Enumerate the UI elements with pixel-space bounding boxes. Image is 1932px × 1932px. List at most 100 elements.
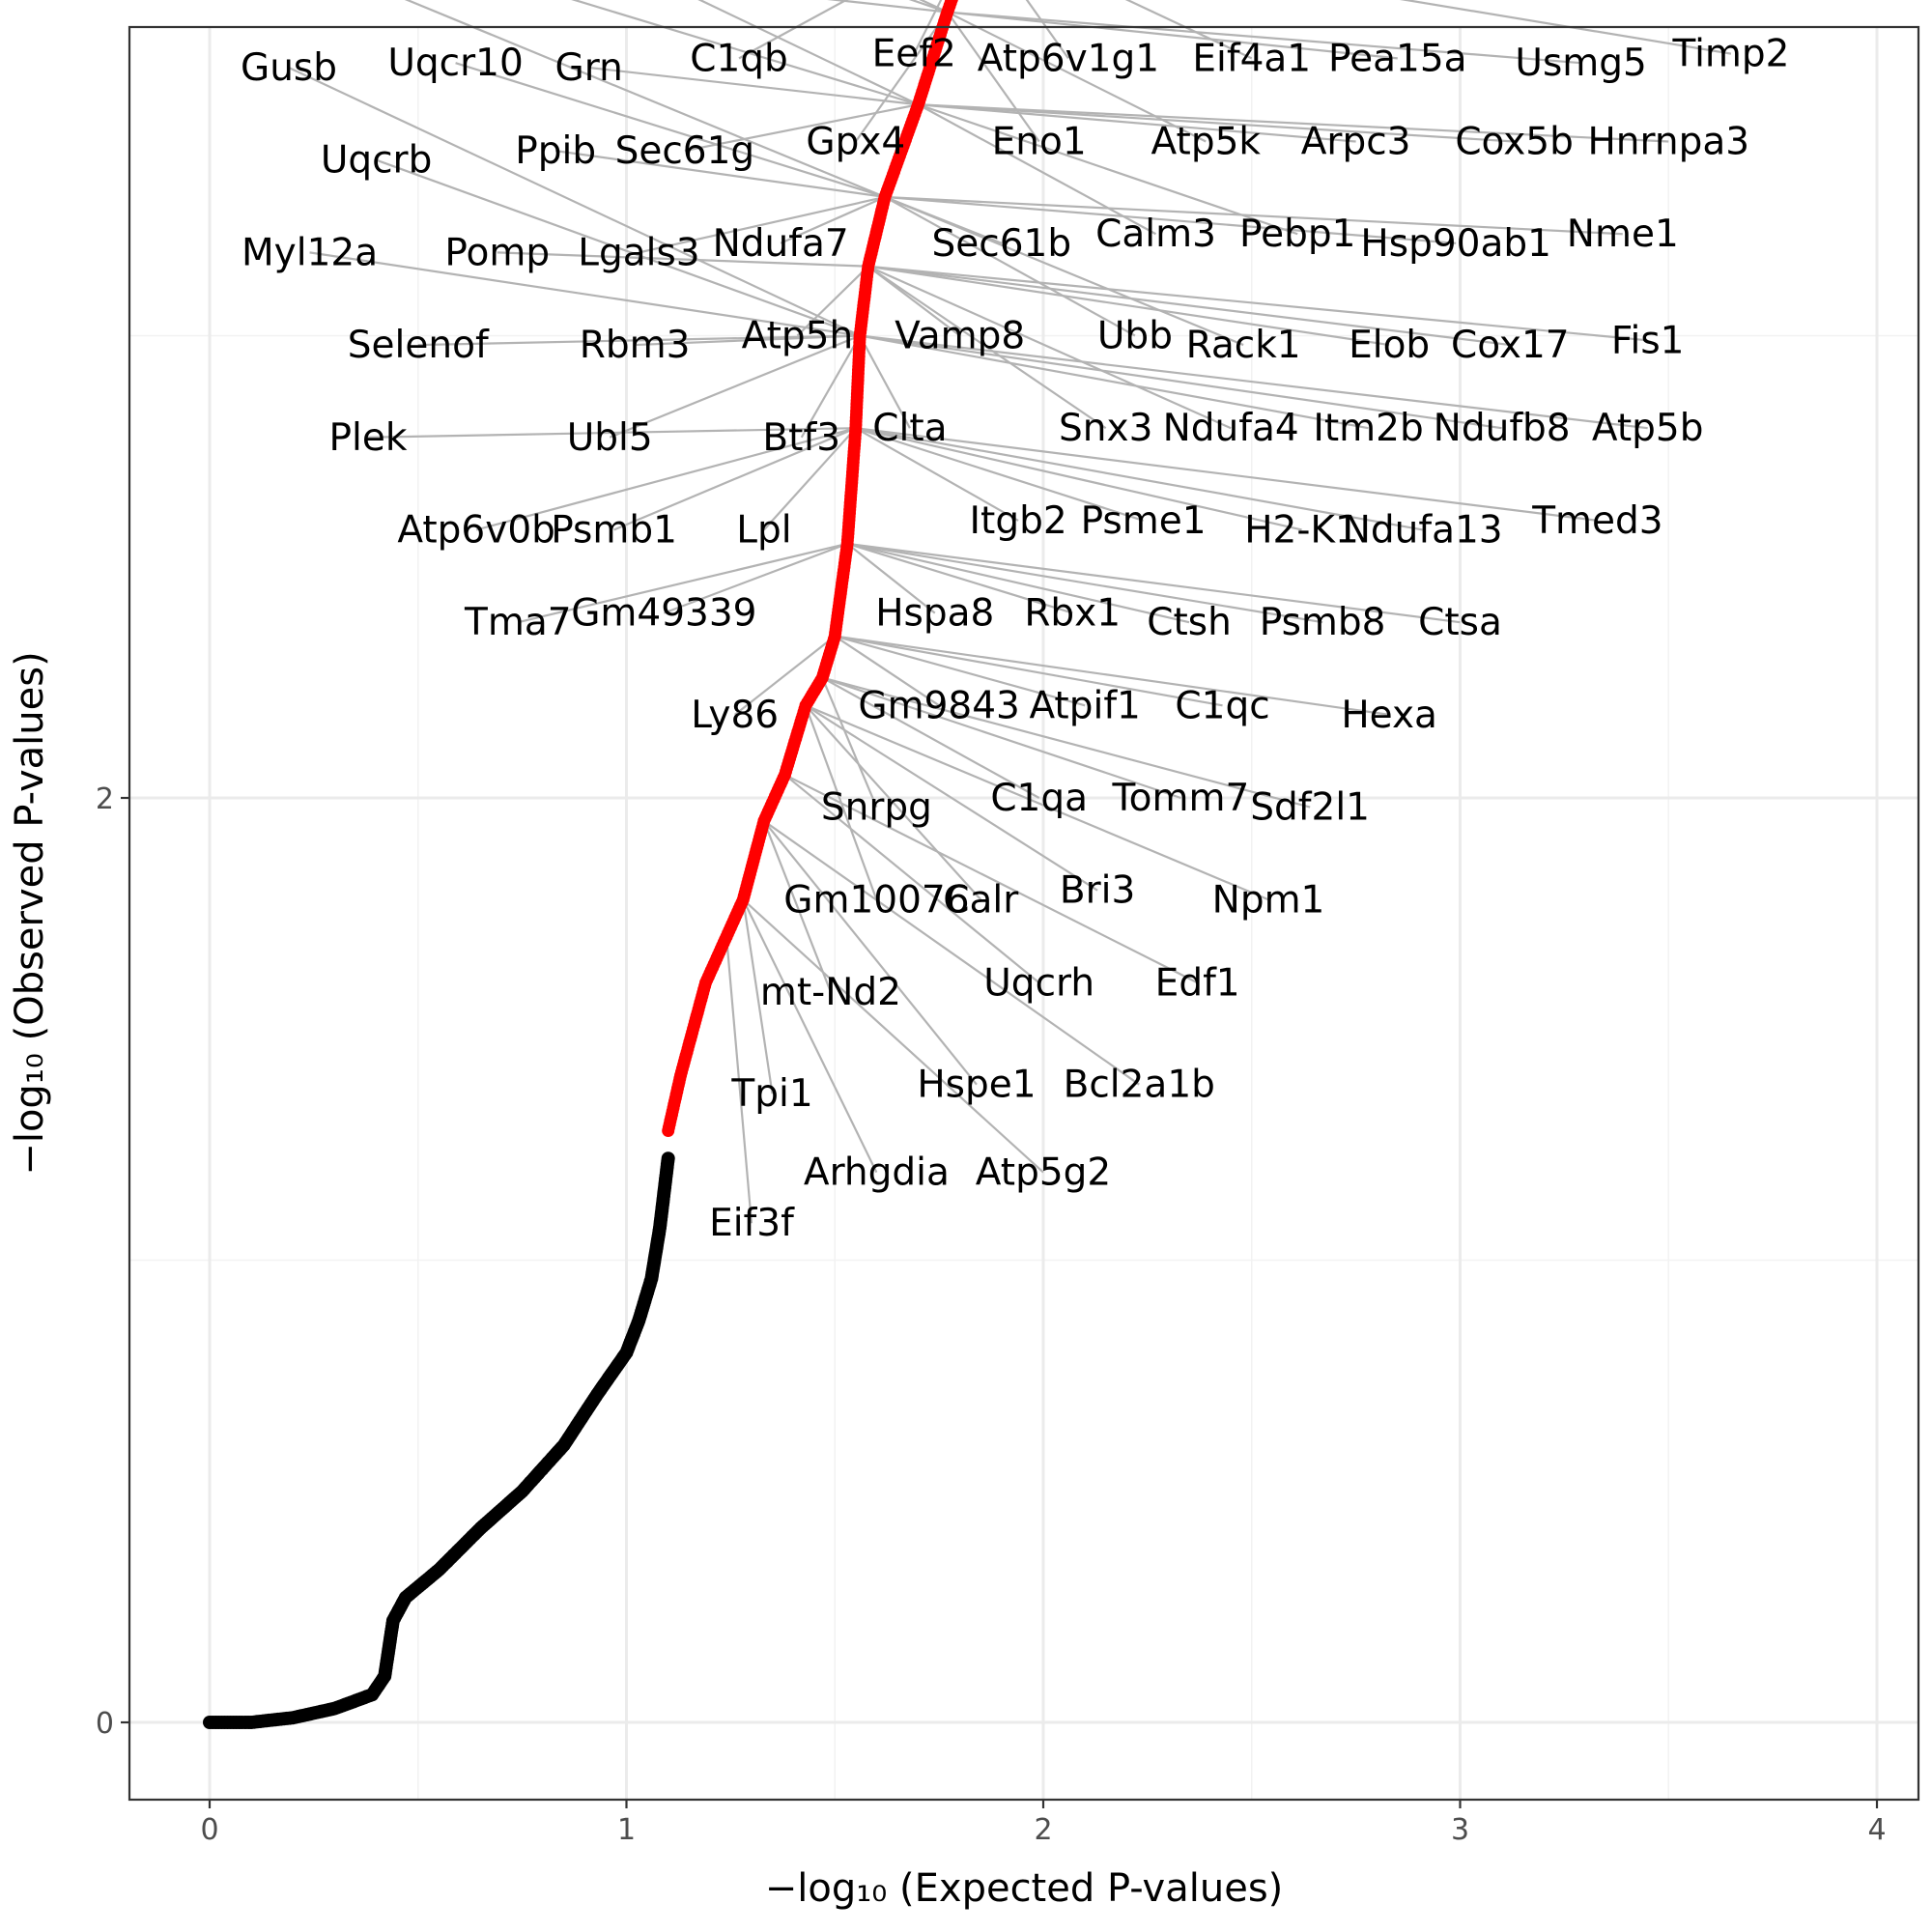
leader-line-ctsh	[846, 542, 1190, 624]
leader-line-psmb6	[571, 0, 919, 106]
leader-line-uqcrb	[376, 158, 861, 337]
gene-labels: Fth1Cd63CybaTmsb4xGapdhCd52TyrobpCalm1Fc…	[241, 33, 1790, 1246]
leader-line-gusb	[288, 66, 861, 337]
gene-label-eef2: Eef2	[872, 33, 956, 76]
gene-label-atp5h: Atp5h	[742, 315, 854, 358]
qq-point-significant	[948, 0, 958, 3]
gene-label-ndufb8: Ndufb8	[1434, 407, 1571, 450]
gene-label-ubl5: Ubl5	[567, 416, 653, 460]
gene-label-tpi1: Tpi1	[730, 1072, 812, 1116]
point-series	[203, 0, 958, 1729]
leader-line-c1qc	[835, 635, 1223, 707]
leader-line-ly86	[734, 635, 836, 716]
leader-line-atp6v1g1	[1025, 0, 1069, 60]
gene-label-hsp90ab1: Hsp90ab1	[1360, 222, 1551, 266]
leader-line-uqcr10	[455, 62, 886, 199]
leader-line-rbm3	[635, 334, 861, 347]
gene-label-calr: Calr	[943, 878, 1019, 922]
gene-label-pomp: Pomp	[444, 231, 550, 274]
gene-label-npm1: Npm1	[1212, 878, 1325, 922]
qq-point-background	[661, 1151, 675, 1166]
leader-line-itgb2	[855, 427, 1019, 522]
leader-line-btf3	[800, 334, 862, 439]
leader-line-hsp90ab1	[884, 195, 1457, 244]
leader-line-selenof	[417, 334, 861, 347]
gene-label-grn: Grn	[555, 46, 623, 90]
gene-label-gpx4: Gpx4	[806, 121, 905, 164]
panel-border	[128, 25, 1920, 1802]
gene-label-usmg5: Usmg5	[1515, 42, 1646, 85]
gene-label-atpif1: Atpif1	[1029, 684, 1140, 727]
gene-label-pebp1: Pebp1	[1239, 213, 1355, 256]
leader-line-gpx4	[854, 11, 949, 143]
leader-line-tpi1	[742, 899, 774, 1094]
leader-line-rack1	[884, 195, 1244, 347]
gene-label-rbx1: Rbx1	[1024, 592, 1121, 636]
x-tick-label: 2	[1034, 1813, 1052, 1847]
gene-label-ctsa: Ctsa	[1418, 601, 1502, 644]
leader-line-pomp	[497, 251, 868, 268]
leader-line-eno1	[946, 11, 1040, 143]
gene-label-arhgdia: Arhgdia	[804, 1151, 950, 1195]
gene-label-bcl2a1b: Bcl2a1b	[1064, 1064, 1215, 1107]
leader-line-sdf2l1	[822, 676, 1311, 809]
gene-label-tmed3: Tmed3	[1531, 499, 1662, 543]
gene-label-timp2: Timp2	[1671, 33, 1789, 76]
gene-label-mt-nd2: mt-Nd2	[760, 971, 901, 1014]
gene-label-ly86: Ly86	[691, 694, 779, 737]
leader-line-ndufa13	[855, 427, 1423, 531]
gene-label-hspa8: Hspa8	[875, 592, 994, 636]
leader-line-eif3f	[724, 936, 753, 1224]
leader-line-c1qa	[821, 676, 1040, 799]
y-tick-label: 2	[96, 782, 114, 816]
gene-label-sec61g: Sec61g	[615, 129, 755, 173]
leader-line-atpif1	[834, 635, 1086, 707]
gene-label-c1qb: C1qb	[690, 37, 788, 80]
x-axis-title: −log₁₀ (Expected P-values)	[765, 1866, 1284, 1911]
gene-label-eif3f: Eif3f	[709, 1202, 795, 1245]
gene-label-sec61b: Sec61b	[932, 222, 1072, 266]
leader-line-hnrnpa3	[918, 103, 1669, 143]
leader-line-edf1	[783, 774, 1199, 984]
leader-line-rbx1	[846, 542, 1073, 614]
leader-line-elob	[867, 265, 1390, 347]
gene-label-sdf2l1: Sdf2l1	[1250, 786, 1370, 830]
gene-label-rack1: Rack1	[1186, 324, 1301, 367]
gene-label-atp5b: Atp5b	[1592, 407, 1704, 450]
gene-label-ubb: Ubb	[1097, 315, 1173, 358]
leader-line-usmg5	[947, 11, 1581, 65]
gene-label-c1qa: C1qa	[990, 777, 1088, 820]
gene-label-cox5b: Cox5b	[1455, 121, 1574, 164]
leader-line-hspa8	[846, 542, 936, 614]
leader-line-c1qb	[738, 0, 849, 60]
gene-label-gm49339: Gm49339	[571, 592, 756, 636]
gene-label-ppib: Ppib	[515, 129, 596, 173]
leader-line-calr	[805, 704, 982, 901]
gene-label-ndufa7: Ndufa7	[713, 222, 849, 266]
leader-line-snrpg	[821, 677, 878, 808]
gene-label-psmb8: Psmb8	[1260, 601, 1386, 644]
axis-ticks: 012340246	[96, 782, 1887, 1847]
leader-line-atp5h	[796, 265, 869, 337]
leader-line-hexa	[835, 635, 1390, 716]
gene-label-pea15a: Pea15a	[1328, 37, 1467, 80]
leader-line-hspe1	[763, 820, 978, 1086]
gene-label-eif4a1: Eif4a1	[1192, 37, 1311, 80]
gene-label-psme1: Psme1	[1081, 499, 1207, 543]
y-axis-title: −log₁₀ (Observed P-values)	[8, 651, 52, 1175]
gene-label-atp5g2: Atp5g2	[976, 1151, 1111, 1195]
leader-line-fis1	[867, 265, 1648, 342]
leader-line-ubb	[884, 195, 1136, 337]
leader-line-ubl5	[609, 334, 861, 439]
leader-line-plek	[367, 427, 856, 439]
leader-line-atp5b	[860, 334, 1648, 430]
gene-label-ndufa4: Ndufa4	[1163, 407, 1299, 450]
leader-line-calm3	[918, 103, 1157, 236]
gene-label-ctsh: Ctsh	[1147, 601, 1232, 644]
gene-label-psmb1: Psmb1	[551, 508, 677, 552]
gene-label-btf3: Btf3	[762, 416, 840, 460]
gene-label-cox17: Cox17	[1451, 324, 1570, 367]
gene-label-vamp8: Vamp8	[895, 315, 1025, 358]
